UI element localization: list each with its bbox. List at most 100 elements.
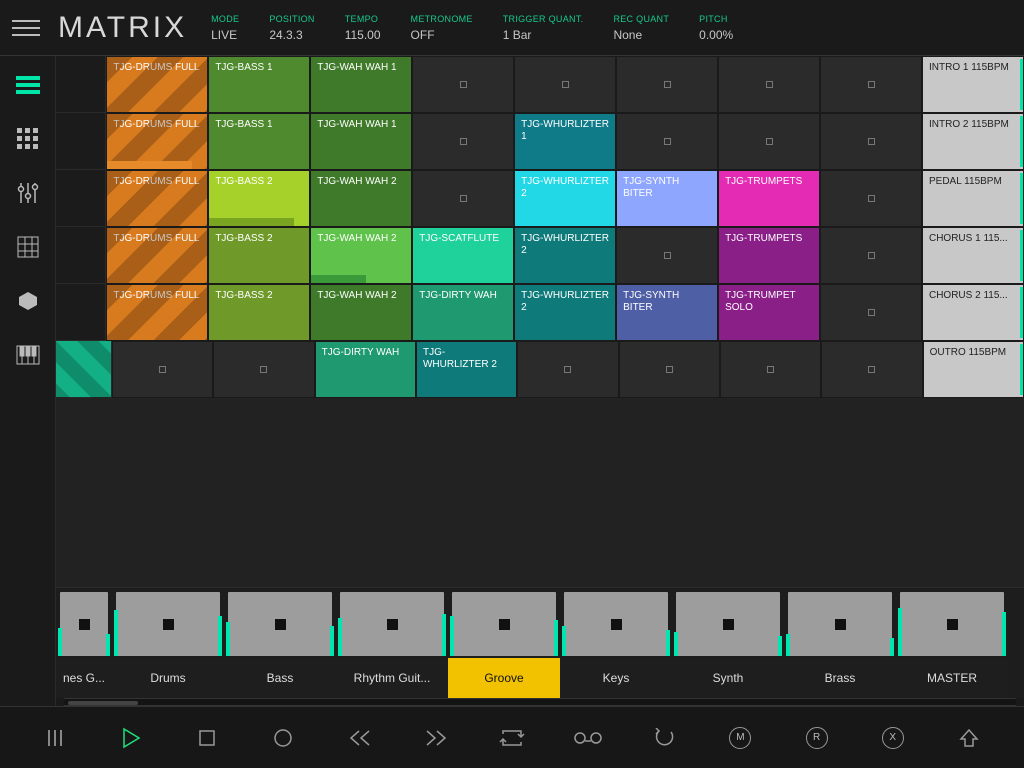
clip-cell[interactable]: TJG-DRUMS FULL: [106, 227, 208, 284]
channel-name[interactable]: Keys: [560, 658, 672, 698]
empty-clip-slot[interactable]: [616, 113, 718, 170]
scene-launch[interactable]: INTRO 1 115BPM: [922, 56, 1024, 113]
clip-cell[interactable]: TJG-BASS 2: [208, 227, 310, 284]
scene-launch[interactable]: OUTRO 115BPM: [923, 341, 1024, 398]
empty-clip-slot[interactable]: [718, 56, 820, 113]
channel-stop[interactable]: [676, 592, 780, 656]
channel[interactable]: Rhythm Guit...: [336, 592, 448, 698]
mixer-icon[interactable]: [15, 180, 41, 206]
channel-stop[interactable]: [228, 592, 332, 656]
status-item[interactable]: REC QUANTNone: [613, 14, 669, 42]
clip-cell[interactable]: TJG-TRUMPET SOLO: [718, 284, 820, 341]
hex-icon[interactable]: [15, 288, 41, 314]
channel-stop[interactable]: [452, 592, 556, 656]
channel[interactable]: Groove: [448, 592, 560, 698]
empty-clip-slot[interactable]: [821, 341, 922, 398]
empty-clip-slot[interactable]: [412, 170, 514, 227]
rewind-button[interactable]: [335, 718, 385, 758]
channel[interactable]: Bass: [224, 592, 336, 698]
channel-name[interactable]: MASTER: [896, 658, 1008, 698]
row-launch-slot[interactable]: [56, 113, 106, 170]
channel[interactable]: MASTER: [896, 592, 1008, 698]
status-item[interactable]: TRIGGER QUANT.1 Bar: [503, 14, 584, 42]
empty-clip-slot[interactable]: [820, 227, 922, 284]
empty-clip-slot[interactable]: [517, 341, 618, 398]
shift-button[interactable]: [944, 718, 994, 758]
forward-button[interactable]: [411, 718, 461, 758]
clip-cell[interactable]: TJG-DIRTY WAH: [315, 341, 416, 398]
record-button[interactable]: [258, 718, 308, 758]
row-launch-slot[interactable]: [56, 56, 106, 113]
empty-clip-slot[interactable]: [412, 56, 514, 113]
channel-name[interactable]: Synth: [672, 658, 784, 698]
clip-cell[interactable]: TJG-DRUMS FULL: [106, 113, 208, 170]
empty-clip-slot[interactable]: [720, 341, 821, 398]
rec-arm-button[interactable]: R: [792, 718, 842, 758]
clip-cell[interactable]: TJG-SCATFLUTE: [412, 227, 514, 284]
empty-clip-slot[interactable]: [619, 341, 720, 398]
clip-cell[interactable]: TJG-BASS 1: [208, 113, 310, 170]
channel-stop[interactable]: [60, 592, 108, 656]
view-list-icon[interactable]: [15, 72, 41, 98]
row-launch-slot[interactable]: [56, 227, 106, 284]
channel-stop[interactable]: [900, 592, 1004, 656]
clip-cell[interactable]: TJG-DRUMS FULL: [106, 284, 208, 341]
clip-cell[interactable]: TJG-WAH WAH 1: [310, 56, 412, 113]
clip-cell[interactable]: TJG-BASS 1: [208, 56, 310, 113]
empty-clip-slot[interactable]: [213, 341, 314, 398]
channel-name[interactable]: nes G...: [56, 658, 112, 698]
scene-launch[interactable]: INTRO 2 115BPM: [922, 113, 1024, 170]
channel[interactable]: Keys: [560, 592, 672, 698]
clip-cell[interactable]: TJG-SYNTH BITER: [616, 170, 718, 227]
mute-button[interactable]: M: [715, 718, 765, 758]
empty-clip-slot[interactable]: [412, 113, 514, 170]
menu-icon[interactable]: [4, 6, 48, 50]
clip-cell[interactable]: TJG-WHURLIZTER 2: [416, 341, 517, 398]
channel-stop[interactable]: [564, 592, 668, 656]
channel-name[interactable]: Rhythm Guit...: [336, 658, 448, 698]
clip-cell[interactable]: TJG-SYNTH BITER: [616, 284, 718, 341]
status-item[interactable]: MODELIVE: [211, 14, 239, 42]
clip-cell[interactable]: TJG-WAH WAH 2: [310, 227, 412, 284]
empty-clip-slot[interactable]: [616, 227, 718, 284]
channel-stop[interactable]: [788, 592, 892, 656]
clip-cell[interactable]: TJG-DIRTY WAH: [412, 284, 514, 341]
undo-button[interactable]: [639, 718, 689, 758]
scene-launch[interactable]: PEDAL 115BPM: [922, 170, 1024, 227]
empty-clip-slot[interactable]: [112, 341, 213, 398]
status-item[interactable]: TEMPO115.00: [345, 14, 381, 42]
empty-clip-slot[interactable]: [514, 56, 616, 113]
channel[interactable]: Brass: [784, 592, 896, 698]
piano-icon[interactable]: [15, 342, 41, 368]
channel-stop[interactable]: [340, 592, 444, 656]
status-item[interactable]: PITCH0.00%: [699, 14, 733, 42]
channel-name[interactable]: Drums: [112, 658, 224, 698]
clip-cell[interactable]: TJG-BASS 2: [208, 170, 310, 227]
empty-clip-slot[interactable]: [820, 113, 922, 170]
clear-button[interactable]: X: [868, 718, 918, 758]
channel-name[interactable]: Groove: [448, 658, 560, 698]
channel[interactable]: nes G...: [56, 592, 112, 698]
empty-clip-slot[interactable]: [820, 56, 922, 113]
clip-cell[interactable]: TJG-WHURLIZTER 2: [514, 284, 616, 341]
clip-cell[interactable]: TJG-WHURLIZTER 2: [514, 170, 616, 227]
empty-clip-slot[interactable]: [820, 284, 922, 341]
status-item[interactable]: POSITION24.3.3: [269, 14, 314, 42]
loop-button[interactable]: [487, 718, 537, 758]
clip-cell[interactable]: TJG-TRUMPETS: [718, 227, 820, 284]
row-launch-slot[interactable]: [56, 341, 112, 398]
scene-launch[interactable]: CHORUS 2 115...: [922, 284, 1024, 341]
clip-cell[interactable]: TJG-DRUMS FULL: [106, 170, 208, 227]
channel[interactable]: Synth: [672, 592, 784, 698]
clip-cell[interactable]: TJG-WHURLIZTER 2: [514, 227, 616, 284]
play-button[interactable]: [106, 718, 156, 758]
clip-cell[interactable]: TJG-WAH WAH 2: [310, 284, 412, 341]
channel-stop[interactable]: [116, 592, 220, 656]
channel-name[interactable]: Bass: [224, 658, 336, 698]
clip-cell[interactable]: TJG-WHURLIZTER 1: [514, 113, 616, 170]
clip-cell[interactable]: TJG-TRUMPETS: [718, 170, 820, 227]
empty-clip-slot[interactable]: [718, 113, 820, 170]
tape-button[interactable]: [563, 718, 613, 758]
clip-cell[interactable]: TJG-WAH WAH 2: [310, 170, 412, 227]
view-cells-icon[interactable]: [15, 234, 41, 260]
